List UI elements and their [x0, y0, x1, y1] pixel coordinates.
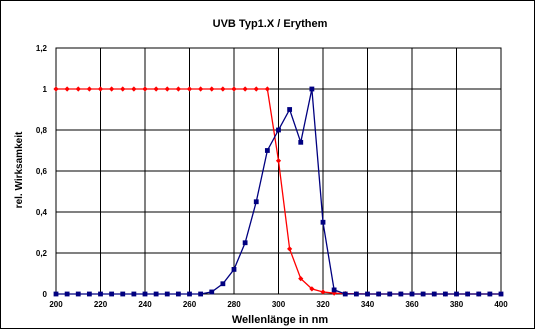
series-1-point — [231, 86, 237, 92]
x-tick-label: 400 — [494, 300, 508, 309]
x-tick-label: 220 — [94, 300, 108, 309]
series-2-point — [476, 291, 482, 297]
y-tick-label: 0,6 — [36, 167, 48, 176]
series-2-point — [264, 148, 270, 153]
series-2-point — [287, 107, 293, 112]
y-tick-label: 0,2 — [36, 249, 48, 258]
series-2-point — [353, 291, 359, 297]
series-2-point — [187, 291, 192, 297]
series-1-point — [97, 86, 104, 92]
y-tick-label: 1,2 — [36, 44, 48, 53]
series-1-point — [53, 86, 59, 92]
series-2-point — [120, 291, 126, 297]
x-tick-label: 240 — [138, 300, 152, 309]
series-1-point — [131, 86, 137, 92]
series-2-point — [198, 291, 204, 297]
series-1-point — [309, 286, 315, 292]
series-1-point — [86, 86, 92, 92]
series-group — [53, 86, 504, 297]
series-2-point — [109, 291, 115, 297]
y-axis-label: rel. Wirksamkeit — [14, 131, 25, 208]
series-1-point — [209, 86, 215, 92]
series-2-point — [153, 291, 159, 297]
series-1-point — [153, 86, 159, 92]
series-2-point — [365, 291, 370, 297]
series-1-point — [120, 86, 126, 92]
series-1-point — [109, 86, 115, 92]
x-tick-label: 200 — [49, 300, 63, 309]
series-1-point — [64, 86, 70, 92]
series-2-point — [487, 291, 493, 297]
x-tick-label: 360 — [405, 300, 419, 309]
series-1-point — [320, 289, 326, 295]
series-2-point — [431, 291, 437, 297]
series-2-point — [175, 291, 181, 297]
series-2-point — [276, 127, 281, 133]
series-1-point — [75, 86, 81, 92]
series-2-point — [465, 291, 471, 297]
series-1-point — [287, 246, 293, 252]
x-tick-label: 300 — [272, 300, 286, 309]
series-2-point — [75, 291, 81, 297]
series-2-point — [131, 291, 137, 297]
series-2-point — [442, 291, 448, 297]
series-1-point — [298, 276, 304, 282]
series-2-point — [376, 291, 382, 297]
series-2-point — [331, 287, 337, 293]
series-2-point — [53, 291, 59, 297]
series-2-point — [231, 267, 237, 272]
x-tick-label: 320 — [316, 300, 330, 309]
series-2-point — [98, 291, 103, 297]
series-2-point — [142, 291, 148, 297]
series-2-point — [253, 199, 259, 205]
x-tick-label: 260 — [183, 300, 197, 309]
series-2-point — [86, 291, 92, 297]
x-tick-label: 280 — [227, 300, 241, 309]
x-tick-label: 340 — [361, 300, 375, 309]
y-tick-label: 1 — [43, 85, 48, 94]
y-tick-label: 0,4 — [36, 208, 48, 217]
series-2-point — [320, 219, 326, 225]
chart-title: UVB Typ1.X / Erythem — [213, 18, 328, 30]
y-tick-labels: 0 0,2 0,4 0,6 0,8 1 1,2 — [36, 44, 48, 299]
series-1-point — [253, 86, 259, 92]
series-2-point — [498, 291, 504, 297]
x-axis-label: Wellenlänge in nm — [232, 314, 329, 326]
series-2-point — [209, 289, 215, 295]
series-2-point — [298, 139, 304, 145]
series-2-point — [64, 291, 70, 297]
series-2-point — [420, 291, 426, 297]
series-1-point — [242, 86, 248, 92]
x-tick-label: 380 — [450, 300, 464, 309]
series-1-point — [220, 86, 226, 92]
series-2-point — [242, 240, 248, 246]
y-tick-label: 0,8 — [36, 126, 48, 135]
series-1-point — [175, 86, 181, 92]
series-1-point — [186, 86, 193, 92]
series-2-point — [220, 281, 226, 287]
series-1-point — [264, 86, 270, 92]
series-1-point — [275, 158, 282, 164]
series-1-point — [198, 86, 204, 92]
y-tick-label: 0 — [43, 290, 48, 299]
series-2-point — [309, 86, 315, 92]
series-2-point — [342, 291, 348, 297]
x-tick-labels: 200 220 240 260 280 300 320 340 360 380 400 — [49, 300, 508, 309]
plot-area-border — [55, 47, 502, 295]
series-1-point — [142, 86, 148, 92]
series-2-point — [387, 291, 393, 297]
series-2-point — [409, 291, 415, 297]
series-2-point — [454, 291, 459, 297]
series-1-point — [164, 86, 170, 92]
series-2-point — [164, 291, 170, 297]
series-2-point — [398, 291, 404, 297]
